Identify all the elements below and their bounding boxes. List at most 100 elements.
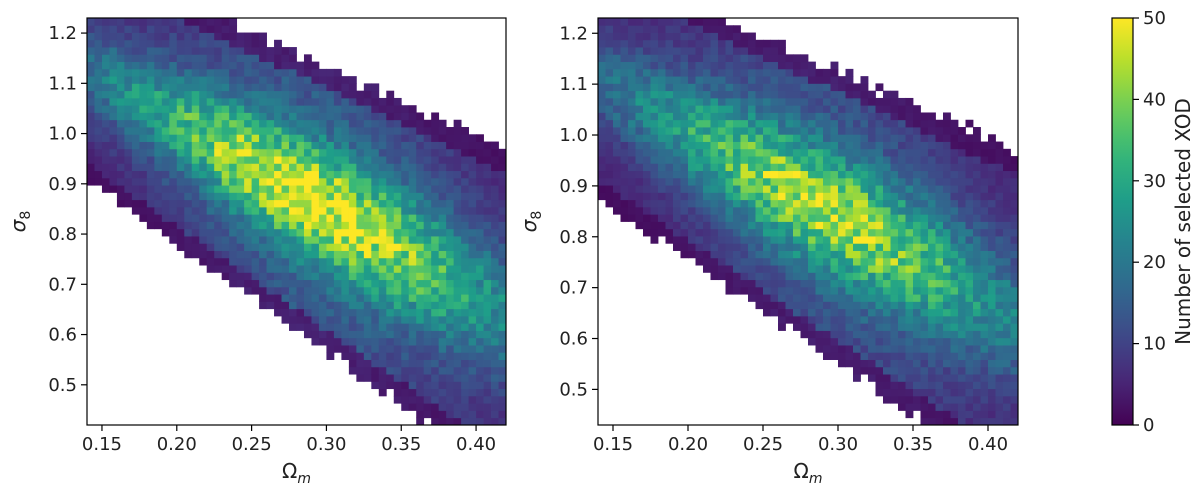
heatmap-cell	[943, 243, 951, 251]
heatmap-cell	[378, 294, 387, 302]
heatmap-cell	[995, 148, 1004, 157]
heatmap-cell	[823, 352, 831, 360]
heatmap-cell	[1010, 243, 1019, 251]
heatmap-cell	[184, 199, 193, 208]
heatmap-cell	[890, 323, 899, 331]
heatmap-cell	[296, 323, 305, 331]
heatmap-cell	[755, 236, 764, 244]
heatmap-cell	[598, 61, 606, 70]
heatmap-cell	[725, 265, 734, 273]
heatmap-cell	[958, 345, 966, 353]
heatmap-cell	[296, 315, 305, 324]
heatmap-cell	[733, 112, 741, 121]
heatmap-cell	[109, 112, 118, 121]
heatmap-cell	[905, 250, 914, 259]
heatmap-cell	[348, 359, 357, 368]
heatmap-cell	[898, 105, 906, 113]
heatmap-cell	[371, 345, 380, 353]
heatmap-cell	[695, 177, 704, 186]
heatmap-cell	[785, 97, 794, 106]
heatmap-cell	[408, 236, 417, 244]
heatmap-cell	[184, 105, 193, 113]
heatmap-cell	[635, 112, 644, 121]
heatmap-cell	[770, 177, 779, 186]
heatmap-cell	[296, 112, 305, 121]
heatmap-cell	[605, 177, 614, 186]
heatmap-cell	[688, 141, 696, 150]
heatmap-cell	[635, 18, 644, 26]
heatmap-cell	[695, 68, 704, 77]
heatmap-cell	[371, 374, 380, 382]
heatmap-cell	[438, 148, 447, 157]
heatmap-cell	[476, 345, 484, 353]
heatmap-cell	[770, 221, 779, 230]
heatmap-cell	[935, 294, 944, 302]
heatmap-cell	[259, 185, 267, 193]
heatmap-cell	[453, 206, 462, 215]
heatmap-cell	[853, 236, 861, 244]
heatmap-cell	[650, 97, 659, 106]
heatmap-cell	[1003, 359, 1011, 368]
heatmap-cell	[853, 177, 861, 186]
heatmap-cell	[830, 279, 839, 288]
heatmap-cell	[221, 185, 230, 193]
heatmap-cell	[311, 301, 320, 310]
heatmap-cell	[274, 199, 282, 208]
heatmap-cell	[605, 199, 614, 208]
heatmap-cell	[703, 177, 711, 186]
heatmap-cell	[733, 32, 741, 41]
heatmap-cell	[176, 134, 185, 142]
heatmap-cell	[1003, 301, 1011, 310]
heatmap-cell	[643, 141, 651, 150]
heatmap-cell	[853, 272, 861, 281]
heatmap-cell	[176, 206, 185, 215]
heatmap-cell	[845, 228, 854, 237]
heatmap-cell	[973, 206, 981, 215]
heatmap-cell	[386, 163, 395, 172]
heatmap-cell	[988, 286, 996, 295]
heatmap-cell	[356, 221, 365, 230]
heatmap-cell	[101, 112, 110, 121]
heatmap-cell	[244, 32, 253, 41]
heatmap-cell	[800, 301, 809, 310]
heatmap-cell	[333, 177, 342, 186]
heatmap-cell	[371, 294, 380, 302]
heatmap-cell	[318, 105, 327, 113]
heatmap-cell	[980, 374, 989, 382]
heatmap-cell	[416, 352, 425, 360]
colorbar-frame	[1111, 17, 1134, 426]
heatmap-cell	[980, 294, 989, 302]
heatmap-cell	[154, 39, 163, 48]
heatmap-cell	[244, 39, 253, 48]
heatmap-cell	[161, 54, 170, 63]
heatmap-cell	[296, 90, 305, 99]
heatmap-cell	[808, 192, 816, 201]
heatmap-cell	[333, 206, 342, 215]
heatmap-cell	[950, 301, 959, 310]
heatmap-cell	[815, 192, 824, 201]
heatmap-cell	[613, 97, 621, 106]
heatmap-cell	[830, 236, 839, 244]
heatmap-cell	[980, 410, 989, 419]
heatmap-cell	[438, 352, 447, 360]
heatmap-cell	[763, 228, 771, 237]
heatmap-cell	[386, 112, 395, 121]
heatmap-cell	[823, 90, 831, 99]
heatmap-cell	[740, 185, 749, 193]
heatmap-cell	[318, 301, 327, 310]
heatmap-cell	[446, 199, 455, 208]
heatmap-cell	[658, 105, 666, 113]
heatmap-cell	[905, 294, 914, 302]
heatmap-cell	[371, 97, 380, 106]
heatmap-cell	[778, 148, 786, 157]
heatmap-cell	[229, 148, 238, 157]
heatmap-cell	[845, 279, 854, 288]
heatmap-cell	[87, 119, 95, 128]
heatmap-cell	[124, 83, 133, 92]
heatmap-cell	[823, 185, 831, 193]
heatmap-cell	[935, 192, 944, 201]
heatmap-cell	[883, 185, 891, 193]
heatmap-cell	[718, 90, 726, 99]
heatmap-cell	[1010, 272, 1019, 281]
heatmap-cell	[643, 206, 651, 215]
